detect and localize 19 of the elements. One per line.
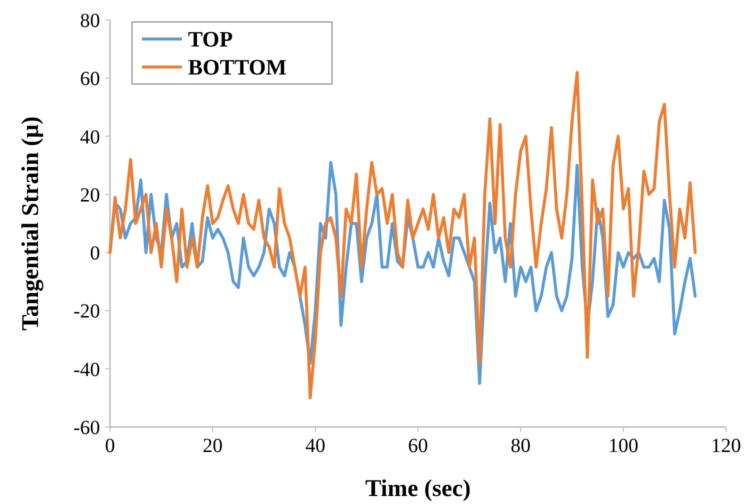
y-tick-label: -40: [73, 358, 100, 381]
x-tick-label: 120: [711, 435, 741, 457]
x-tick-label: 0: [105, 435, 115, 457]
x-tick-label: 60: [408, 435, 428, 457]
x-tick-label: 80: [510, 435, 531, 457]
y-axis-title: Tangential Strain (µ): [18, 116, 44, 331]
y-tick-label: -20: [73, 300, 100, 323]
y-tick-label: 0: [90, 242, 100, 265]
y-tick-label: 60: [80, 68, 100, 90]
y-tick-label: 80: [80, 10, 100, 32]
y-tick-label: -60: [73, 417, 100, 439]
y-tick-label: 40: [80, 126, 100, 148]
legend-label: BOTTOM: [188, 54, 287, 80]
x-tick-label: 40: [305, 435, 326, 457]
x-axis-title: Time (sec): [365, 476, 471, 502]
legend-label: TOP: [188, 26, 233, 52]
x-tick-label: 20: [202, 435, 223, 457]
y-tick-label: 20: [80, 184, 100, 206]
x-tick-label: 100: [608, 435, 638, 457]
